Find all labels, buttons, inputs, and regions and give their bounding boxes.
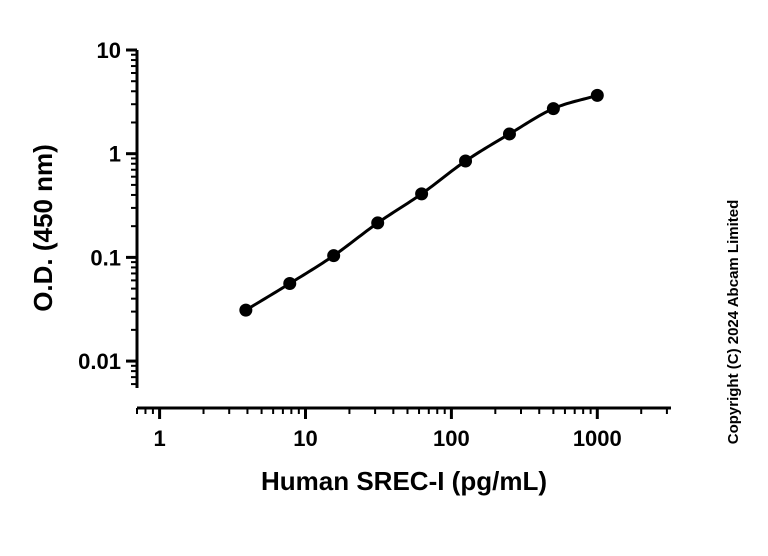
data-point	[239, 303, 253, 317]
x-tick-label: 1	[153, 426, 165, 451]
data-point	[371, 216, 385, 230]
y-tick-label: 0.1	[90, 245, 121, 270]
data-points	[239, 88, 604, 317]
copyright-notice: Copyright (C) 2024 Abcam Limited	[725, 200, 742, 444]
fit-curve	[245, 93, 598, 312]
data-point	[502, 127, 516, 141]
x-tick-label: 10	[293, 426, 317, 451]
x-axis-title: Human SREC-I (pg/mL)	[261, 466, 547, 496]
data-point	[283, 276, 297, 290]
y-tick-label: 10	[97, 38, 121, 63]
data-point	[546, 102, 560, 116]
data-point	[590, 88, 604, 102]
x-tick-label: 1000	[573, 426, 622, 451]
y-axis-title: O.D. (450 nm)	[28, 144, 58, 312]
y-tick-label: 0.01	[78, 349, 121, 374]
x-tick-label: 100	[433, 426, 470, 451]
axes	[126, 48, 671, 419]
y-tick-labels: 0.01 0.1 1 10	[78, 38, 121, 374]
y-tick-label: 1	[109, 142, 121, 167]
x-tick-labels: 1 10 100 1000	[153, 426, 621, 451]
data-point	[459, 154, 473, 168]
data-point	[415, 187, 429, 201]
data-point	[327, 249, 341, 263]
